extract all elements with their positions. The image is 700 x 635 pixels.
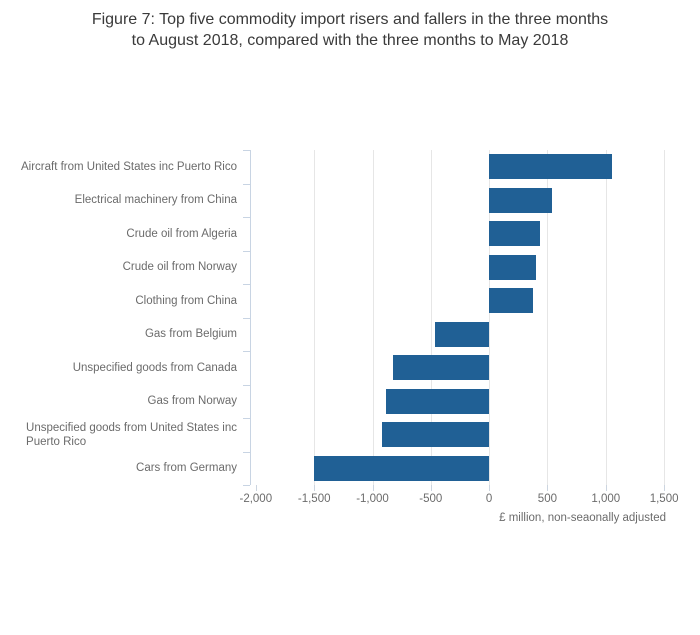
y-axis-tick [243,351,250,352]
category-label-text: Clothing from China [135,294,237,307]
gridline [314,150,316,485]
x-axis-title: £ million, non-seaonally adjusted [499,512,666,524]
x-axis-tick-label: 1,000 [591,493,621,505]
bar[interactable] [489,154,612,180]
x-axis-tick [547,485,549,491]
category-label: Electrical machinery from China [0,184,243,218]
gridline [372,150,374,485]
gridline [547,150,549,485]
category-label: Gas from Belgium [0,318,243,352]
category-label-text: Gas from Norway [147,395,237,408]
x-axis-tick [489,485,491,491]
x-axis-tick [372,485,374,491]
bar[interactable] [392,355,490,381]
category-label-text: Gas from Belgium [144,328,237,341]
bar[interactable] [489,221,540,247]
gridline [605,150,607,485]
bar[interactable] [385,388,490,414]
x-axis-tick-label: -2,000 [239,493,273,505]
category-label-text: Unspecified goods from United States inc… [26,421,237,448]
y-axis-tick [243,384,250,386]
x-axis-tick-label: 0 [485,493,493,505]
x-axis-tick-label: 500 [537,493,557,505]
y-axis-tick [243,317,250,319]
chart-title: Figure 7: Top five commodity import rise… [0,9,700,51]
y-axis-tick [243,284,250,285]
y-axis-tick [243,418,250,419]
y-axis-tick [243,250,250,252]
x-axis-tick [430,485,432,491]
category-label-text: Crude oil from Algeria [126,227,237,240]
x-axis-tick [664,485,666,491]
x-axis-tick-label: 1,500 [649,493,679,505]
x-axis-tick [605,485,607,491]
category-label: Unspecified goods from United States inc… [0,418,243,452]
x-axis-tick [255,485,257,491]
gridline [664,150,666,485]
bar[interactable] [489,288,533,314]
y-axis-tick [243,451,250,453]
category-label: Crude oil from Norway [0,251,243,285]
bar[interactable] [489,254,536,280]
category-label-text: Crude oil from Norway [122,261,237,274]
category-label: Clothing from China [0,284,243,318]
y-axis-tick [243,485,250,486]
category-label-text: Cars from Germany [136,462,237,475]
bar[interactable] [314,455,490,481]
category-label-text: Unspecified goods from Canada [72,361,237,374]
category-label: Gas from Norway [0,385,243,419]
bar[interactable] [382,422,490,448]
gridline [430,150,432,485]
y-axis-tick [243,183,250,185]
chart-title-line2: to August 2018, compared with the three … [131,32,569,49]
y-axis-tick [243,150,250,151]
chart-title-line1: Figure 7: Top five commodity import rise… [91,11,609,28]
bar[interactable] [489,187,553,213]
x-axis-tick-label: -1,500 [297,493,331,505]
y-axis-tick [243,217,250,218]
category-label: Cars from Germany [0,452,243,486]
category-label-text: Aircraft from United States inc Puerto R… [20,160,237,173]
x-axis-tick-label: -500 [419,493,443,505]
category-label-text: Electrical machinery from China [74,194,237,207]
y-axis-line [250,150,251,485]
x-axis-tick [314,485,316,491]
gridline [489,150,491,485]
bar[interactable] [434,321,490,347]
category-label: Crude oil from Algeria [0,217,243,251]
category-label: Aircraft from United States inc Puerto R… [0,150,243,184]
category-label: Unspecified goods from Canada [0,351,243,385]
x-axis-tick-label: -1,000 [356,493,389,505]
